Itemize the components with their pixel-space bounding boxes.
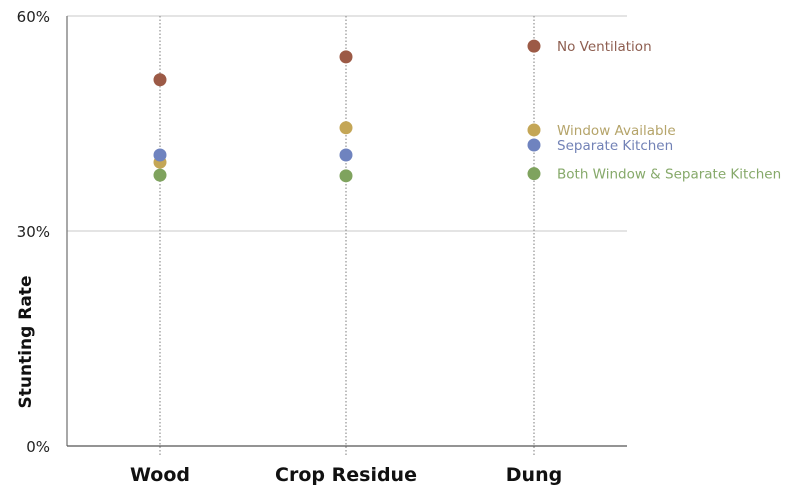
legend-label-2: Separate Kitchen	[557, 138, 673, 154]
axes	[66, 16, 627, 447]
point-0-0	[153, 73, 167, 87]
category-guides	[159, 16, 535, 456]
point-3-2	[527, 167, 541, 181]
legend-label-0: No Ventilation	[557, 39, 652, 55]
point-1-2	[527, 123, 541, 137]
point-2-2	[527, 138, 541, 152]
point-3-1	[339, 169, 353, 183]
legend-label-1: Window Available	[557, 123, 676, 139]
y-tick-label-30: 30%	[17, 223, 50, 241]
point-3-0	[153, 168, 167, 182]
point-1-1	[339, 121, 353, 135]
x-tick-label-2: Dung	[506, 464, 562, 486]
point-2-0	[153, 148, 167, 162]
y-tick-label-60: 60%	[17, 8, 50, 26]
y-tick-label-0: 0%	[26, 438, 50, 456]
point-0-1	[339, 50, 353, 64]
x-tick-label-1: Crop Residue	[275, 464, 417, 486]
y-tick-labels: 0% 30% 60%	[17, 8, 50, 456]
data-points	[153, 39, 541, 183]
legend-label-3: Both Window & Separate Kitchen	[557, 167, 781, 183]
point-0-2	[527, 39, 541, 53]
x-tick-label-0: Wood	[130, 464, 190, 486]
y-axis-title: Stunting Rate	[16, 276, 36, 409]
x-tick-labels: Wood Crop Residue Dung	[130, 464, 562, 486]
point-2-1	[339, 148, 353, 162]
